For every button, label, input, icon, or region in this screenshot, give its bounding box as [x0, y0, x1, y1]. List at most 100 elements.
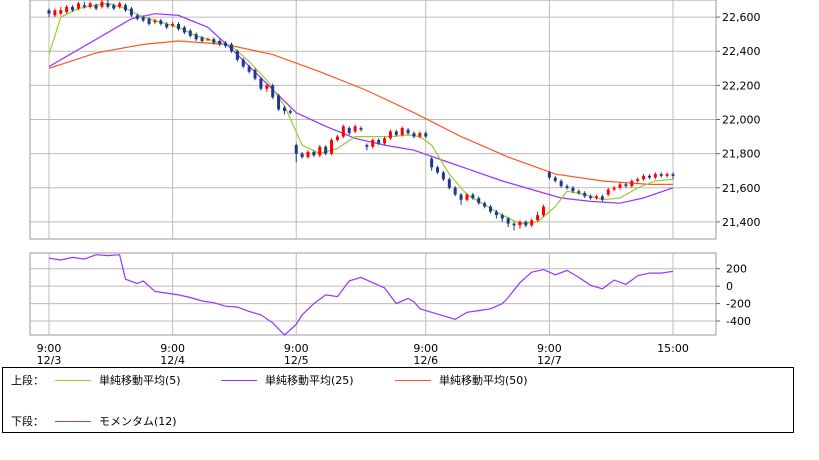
candle-up [400, 128, 404, 135]
candle-up [265, 85, 269, 89]
x-tick-time: 9:00 [537, 342, 562, 355]
candle-down [235, 51, 239, 60]
candle-down [483, 203, 487, 207]
candle-down [577, 191, 581, 193]
candle-down [312, 151, 316, 156]
candle-down [571, 187, 575, 192]
legend-label-sma50: 単純移動平均(50) [439, 374, 528, 387]
candle-up [335, 136, 339, 140]
candle-up [76, 3, 80, 9]
candle-down [359, 128, 363, 130]
candle-down [494, 211, 498, 216]
upper-y-tick-label: 21,800 [722, 148, 761, 161]
candle-down [671, 174, 675, 176]
candle-down [82, 5, 86, 7]
candle-down [624, 184, 628, 187]
candle-down [229, 44, 233, 52]
candle-up [665, 174, 669, 176]
candle-down [224, 42, 228, 47]
candle-down [288, 110, 292, 113]
candle-down [124, 5, 128, 11]
candle-up [306, 151, 310, 158]
candle-down [200, 37, 204, 41]
x-tick-time: 9:00 [160, 342, 185, 355]
candle-up [541, 206, 545, 216]
candle-down [424, 133, 428, 137]
candle-up [153, 20, 157, 23]
candle-down [247, 66, 251, 72]
candle-up [330, 139, 334, 154]
candle-down [406, 129, 410, 134]
upper-y-tick-label: 22,200 [722, 79, 761, 92]
candle-down [647, 175, 651, 178]
sma5-line [48, 2, 674, 225]
candle-down [300, 153, 304, 158]
candle-down [182, 27, 186, 33]
candle-down [106, 3, 110, 7]
candle-down [500, 215, 504, 219]
upper-y-axis-labels: 21,400 21,600 21,800 22,000 22,200 22,400 22,6… [722, 11, 761, 229]
candle-down [294, 145, 298, 154]
candle-down [459, 194, 463, 200]
candle-up [636, 179, 640, 181]
candle-down [271, 85, 275, 98]
candle-down [277, 95, 281, 110]
candle-down [194, 34, 198, 40]
candle-up [171, 23, 175, 26]
candle-up [353, 126, 357, 132]
upper-y-tick-label: 21,600 [722, 182, 761, 195]
candle-up [530, 220, 534, 226]
candle-up [594, 196, 598, 199]
upper-y-tick-label: 22,600 [722, 11, 761, 24]
candle-up [536, 215, 540, 221]
candle-up [206, 39, 210, 41]
candle-down [553, 177, 557, 181]
sma25-line [48, 13, 674, 204]
lower-gridlines [30, 253, 720, 335]
legend-item-sma25: 単純移動平均(25) [217, 372, 391, 388]
candle-up [371, 139, 375, 147]
candle-down [135, 15, 139, 19]
legend-item-momentum: モメンタム(12) [51, 413, 177, 429]
legend-swatch-sma25 [221, 379, 257, 381]
lower-y-axis-labels: 200 0 -200 -400 [726, 263, 751, 328]
candle-up [606, 189, 610, 195]
candle-up [318, 146, 322, 156]
candle-down [241, 59, 245, 67]
legend-upper-row: 上段： 単純移動平均(5) 単純移動平均(25) 単純移動平均(50) [11, 372, 528, 388]
x-tick-date: 12/3 [37, 354, 62, 367]
candle-up [653, 174, 657, 178]
lower-y-tick-label: -200 [726, 298, 751, 311]
legend-label-sma5: 単純移動平均(5) [99, 374, 181, 387]
candle-up [518, 221, 522, 226]
candle-up [388, 131, 392, 139]
candle-down [218, 40, 222, 45]
candle-up [418, 133, 422, 137]
candle-down [436, 167, 440, 173]
candle-up [100, 1, 104, 7]
candle-down [212, 39, 216, 43]
candle-up [88, 3, 92, 7]
candle-down [600, 196, 604, 200]
x-tick-time: 9:00 [284, 342, 309, 355]
candle-down [589, 196, 593, 199]
x-tick-date: 12/7 [537, 354, 562, 367]
lower-panel-frame [29, 252, 717, 336]
x-tick-date: 12/6 [413, 354, 438, 367]
candle-down [282, 107, 286, 111]
legend-swatch-sma50 [395, 379, 431, 381]
candle-up [65, 6, 69, 12]
candle-down [394, 131, 398, 135]
candle-down [583, 192, 587, 197]
candle-down [441, 172, 445, 180]
legend-label-sma25: 単純移動平均(25) [265, 374, 354, 387]
lower-y-tick-label: 0 [726, 280, 733, 293]
moving-average-lines [48, 2, 674, 225]
legend-item-sma5: 単純移動平均(5) [51, 372, 217, 388]
candle-up [612, 187, 616, 190]
candle-down [547, 172, 551, 178]
candle-down [506, 218, 510, 224]
x-tick-date: 12/4 [160, 354, 185, 367]
momentum-line [48, 254, 674, 336]
legend-swatch-momentum [55, 420, 91, 422]
